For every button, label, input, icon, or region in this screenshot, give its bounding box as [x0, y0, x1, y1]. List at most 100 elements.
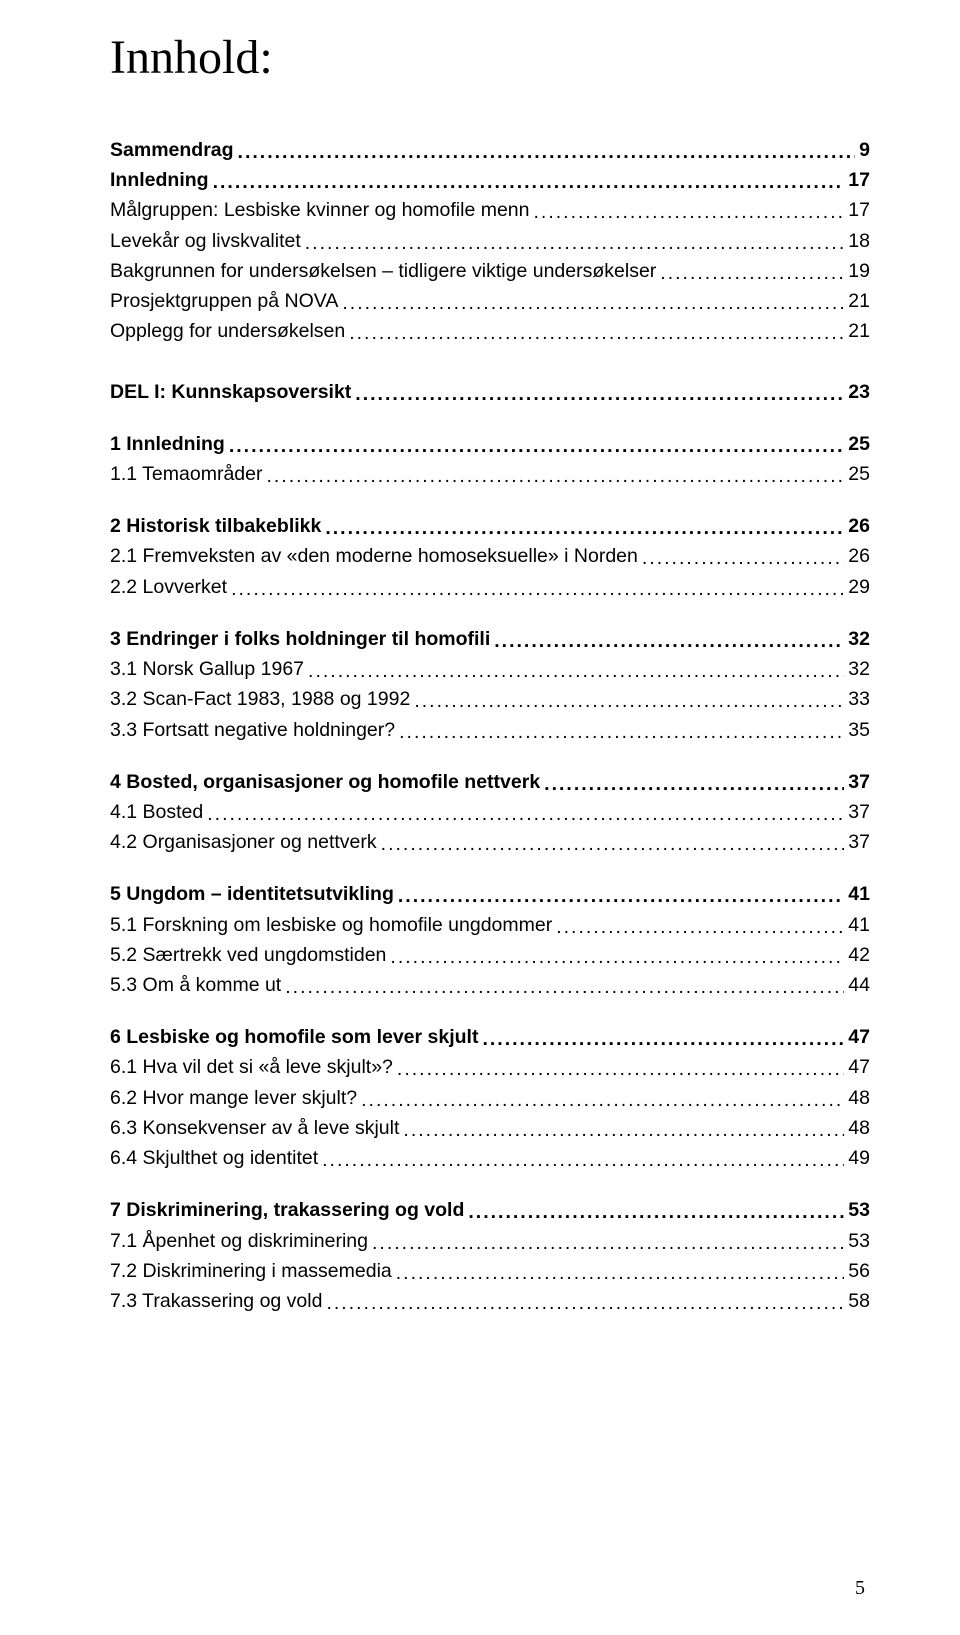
- toc-entry-page: 44: [848, 970, 870, 1000]
- toc-entry: Sammendrag 9: [110, 135, 870, 165]
- toc-entry-page: 53: [848, 1226, 870, 1256]
- toc-entry: 3.2 Scan-Fact 1983, 1988 og 199233: [110, 684, 870, 714]
- toc-entry-label: 3.3 Fortsatt negative holdninger?: [110, 715, 395, 745]
- toc-entry-page: 47: [848, 1052, 870, 1082]
- section-gap: [110, 857, 870, 879]
- toc-dot-leader: [534, 197, 845, 227]
- toc-entry: 2.2 Lovverket29: [110, 572, 870, 602]
- toc-dot-leader: [213, 167, 845, 197]
- toc-entry-label: 5 Ungdom – identitetsutvikling: [110, 879, 394, 909]
- section-gap: [110, 602, 870, 624]
- toc-dot-leader: [414, 686, 844, 716]
- toc-entry: Målgruppen: Lesbiske kvinner og homofile…: [110, 195, 870, 225]
- toc-entry: 5.1 Forskning om lesbiske og homofile un…: [110, 910, 870, 940]
- toc-entry-label: Innledning: [110, 165, 209, 195]
- toc-dot-leader: [642, 543, 844, 573]
- section-gap: [110, 407, 870, 429]
- toc-dot-leader: [494, 626, 844, 656]
- toc-entry-label: 4 Bosted, organisasjoner og homofile net…: [110, 767, 540, 797]
- toc-entry-page: 23: [848, 377, 870, 407]
- toc-entry-label: Prosjektgruppen på NOVA: [110, 286, 338, 316]
- toc-entry-label: 6.3 Konsekvenser av å leve skjult: [110, 1113, 399, 1143]
- toc-dot-leader: [396, 1258, 845, 1288]
- toc-entry-label: 4.1 Bosted: [110, 797, 203, 827]
- toc-entry: 7.3 Trakassering og vold58: [110, 1286, 870, 1316]
- toc-entry-label: 5.2 Særtrekk ved ungdomstiden: [110, 940, 386, 970]
- toc-entry-page: 26: [848, 511, 870, 541]
- toc-entry: 2 Historisk tilbakeblikk 26: [110, 511, 870, 541]
- section-gap: [110, 489, 870, 511]
- toc-entry-page: 37: [848, 797, 870, 827]
- section-gap: [110, 1173, 870, 1195]
- toc-entry: Levekår og livskvalitet18: [110, 226, 870, 256]
- toc-dot-leader: [349, 318, 844, 348]
- toc-entry-page: 58: [848, 1286, 870, 1316]
- toc-entry-page: 25: [848, 429, 870, 459]
- toc-entry-label: 3 Endringer i folks holdninger til homof…: [110, 624, 490, 654]
- toc-entry-page: 29: [848, 572, 870, 602]
- toc-entry-page: 41: [848, 910, 870, 940]
- toc-dot-leader: [381, 829, 845, 859]
- toc-entry-label: 7.2 Diskriminering i massemedia: [110, 1256, 392, 1286]
- toc-dot-leader: [361, 1085, 844, 1115]
- toc-entry-label: DEL I: Kunnskapsoversikt: [110, 377, 351, 407]
- toc-entry-label: 6.4 Skjulthet og identitet: [110, 1143, 318, 1173]
- toc-entry: 7.2 Diskriminering i massemedia 56: [110, 1256, 870, 1286]
- toc-entry-label: 4.2 Organisasjoner og nettverk: [110, 827, 377, 857]
- toc-dot-leader: [372, 1228, 844, 1258]
- toc-entry: DEL I: Kunnskapsoversikt 23: [110, 377, 870, 407]
- toc-dot-leader: [468, 1197, 844, 1227]
- section-gap: [110, 347, 870, 377]
- toc-dot-leader: [322, 1145, 844, 1175]
- toc-entry-label: 7 Diskriminering, trakassering og vold: [110, 1195, 464, 1225]
- toc-entry-label: Sammendrag: [110, 135, 234, 165]
- toc-entry-label: 5.1 Forskning om lesbiske og homofile un…: [110, 910, 552, 940]
- toc-entry: 7.1 Åpenhet og diskriminering 53: [110, 1226, 870, 1256]
- toc-entry-label: Levekår og livskvalitet: [110, 226, 301, 256]
- toc-entry: 3.1 Norsk Gallup 196732: [110, 654, 870, 684]
- toc-entry: 3 Endringer i folks holdninger til homof…: [110, 624, 870, 654]
- toc-dot-leader: [305, 228, 845, 258]
- toc-entry-label: 3.1 Norsk Gallup 1967: [110, 654, 304, 684]
- toc-entry: 2.1 Fremveksten av «den moderne homoseks…: [110, 541, 870, 571]
- toc-entry-page: 19: [848, 256, 870, 286]
- toc-entry-page: 56: [848, 1256, 870, 1286]
- toc-entry-page: 53: [848, 1195, 870, 1225]
- toc-entry: 6.3 Konsekvenser av å leve skjult48: [110, 1113, 870, 1143]
- toc-entry-page: 17: [848, 165, 870, 195]
- toc-entry-page: 9: [859, 135, 870, 165]
- toc-entry: Innledning 17: [110, 165, 870, 195]
- toc-dot-leader: [403, 1115, 844, 1145]
- toc-dot-leader: [266, 461, 844, 491]
- toc-entry-label: 6.2 Hvor mange lever skjult?: [110, 1083, 357, 1113]
- toc-entry-label: Opplegg for undersøkelsen: [110, 316, 345, 346]
- toc-dot-leader: [660, 258, 844, 288]
- toc-entry-label: 1 Innledning: [110, 429, 225, 459]
- toc-entry: Opplegg for undersøkelsen21: [110, 316, 870, 346]
- page-number: 5: [855, 1577, 865, 1600]
- section-gap: [110, 1000, 870, 1022]
- toc-entry-page: 21: [848, 286, 870, 316]
- toc-dot-leader: [285, 972, 844, 1002]
- toc-entry: Bakgrunnen for undersøkelsen – tidligere…: [110, 256, 870, 286]
- toc-entry-label: Bakgrunnen for undersøkelsen – tidligere…: [110, 256, 656, 286]
- toc-dot-leader: [231, 574, 844, 604]
- toc-entry: 5.3 Om å komme ut44: [110, 970, 870, 1000]
- toc-dot-leader: [342, 288, 844, 318]
- toc-entry-label: 7.1 Åpenhet og diskriminering: [110, 1226, 368, 1256]
- toc-entry: 4.1 Bosted 37: [110, 797, 870, 827]
- toc-entry-label: 2.1 Fremveksten av «den moderne homoseks…: [110, 541, 638, 571]
- toc-entry: 7 Diskriminering, trakassering og vold 53: [110, 1195, 870, 1225]
- toc-entry-page: 49: [848, 1143, 870, 1173]
- toc-dot-leader: [399, 717, 844, 747]
- toc-entry-label: 3.2 Scan-Fact 1983, 1988 og 1992: [110, 684, 410, 714]
- toc-entry-label: 2 Historisk tilbakeblikk: [110, 511, 321, 541]
- toc-dot-leader: [398, 881, 844, 911]
- table-of-contents: Sammendrag 9 Innledning 17Målgruppen: Lesbi…: [110, 135, 870, 1316]
- toc-dot-leader: [397, 1054, 844, 1084]
- section-gap: [110, 745, 870, 767]
- toc-entry: 3.3 Fortsatt negative holdninger?35: [110, 715, 870, 745]
- toc-entry-label: 6.1 Hva vil det si «å leve skjult»?: [110, 1052, 393, 1082]
- toc-dot-leader: [207, 799, 844, 829]
- toc-entry-page: 17: [848, 195, 870, 225]
